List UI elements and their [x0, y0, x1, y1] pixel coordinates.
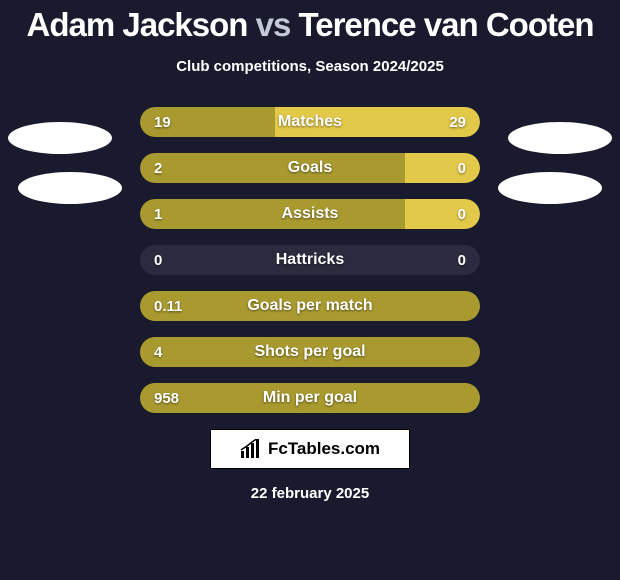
stat-value-left: 2: [154, 153, 162, 183]
brand-badge: FcTables.com: [210, 429, 410, 469]
stat-value-right: 0: [458, 153, 466, 183]
side-oval: [18, 172, 122, 204]
subtitle: Club competitions, Season 2024/2025: [0, 58, 620, 75]
stat-value-left: 19: [154, 107, 171, 137]
vs-label: vs: [256, 6, 291, 43]
side-oval: [8, 122, 112, 154]
stats-area: Matches1929Goals20Assists10Hattricks00Go…: [140, 107, 480, 413]
stat-row: Min per goal958: [140, 383, 480, 413]
publish-date: 22 february 2025: [0, 485, 620, 502]
stat-label: Goals: [140, 153, 480, 183]
side-oval: [498, 172, 602, 204]
comparison-title: Adam Jackson vs Terence van Cooten: [0, 0, 620, 44]
stat-value-right: 0: [458, 245, 466, 275]
stat-label: Assists: [140, 199, 480, 229]
stat-value-right: 0: [458, 199, 466, 229]
stat-label: Shots per goal: [140, 337, 480, 367]
player1-name: Adam Jackson: [27, 6, 248, 43]
side-oval: [508, 122, 612, 154]
stat-row: Goals per match0.11: [140, 291, 480, 321]
chart-icon: [240, 439, 262, 459]
stat-label: Goals per match: [140, 291, 480, 321]
stat-value-right: 29: [449, 107, 466, 137]
stat-row: Assists1 0: [140, 199, 480, 229]
stat-value-left: 0.11: [154, 291, 182, 321]
stat-label: Hattricks: [140, 245, 480, 275]
brand-text: FcTables.com: [268, 439, 380, 459]
stat-row: Hattricks0 0: [140, 245, 480, 275]
stat-value-left: 4: [154, 337, 162, 367]
stat-label: Matches: [140, 107, 480, 137]
stat-value-left: 958: [154, 383, 179, 413]
stat-value-left: 1: [154, 199, 162, 229]
stat-value-left: 0: [154, 245, 162, 275]
stat-row: Shots per goal4: [140, 337, 480, 367]
stat-row: Goals2 0: [140, 153, 480, 183]
stat-label: Min per goal: [140, 383, 480, 413]
stat-row: Matches19 29: [140, 107, 480, 137]
player2-name: Terence van Cooten: [299, 6, 594, 43]
